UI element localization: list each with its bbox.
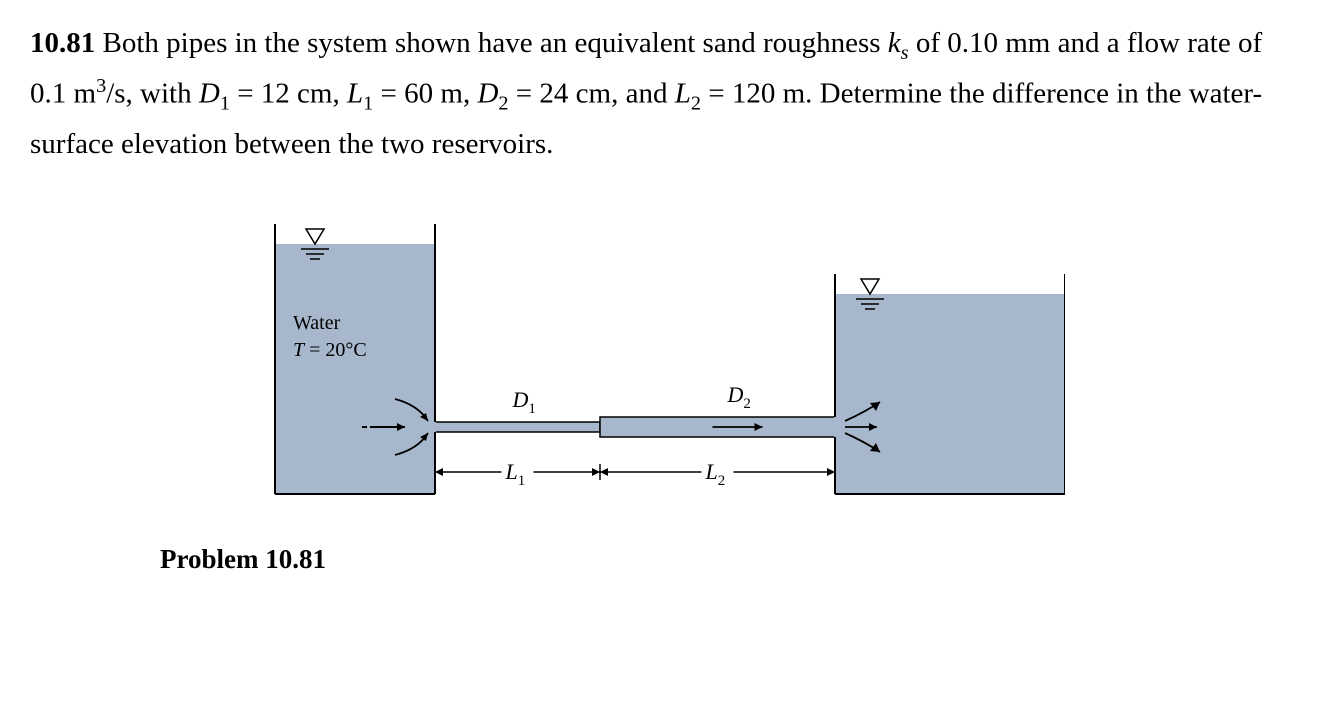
problem-statement: 10.81 Both pipes in the system shown hav… (30, 20, 1299, 169)
ks-sub: s (901, 42, 909, 64)
cubed: 3 (96, 75, 106, 97)
svg-text:T = 20°C: T = 20°C (293, 339, 367, 361)
d2-sub: 2 (498, 93, 508, 115)
d1-sub: 1 (220, 93, 230, 115)
svg-text:D1: D1 (511, 387, 535, 417)
diagram-container: WaterT = 20°CD1D2L1L2 (30, 209, 1299, 524)
d2-var: D (477, 78, 498, 110)
diagram: WaterT = 20°CD1D2L1L2 (265, 209, 1065, 524)
text-p5: = 60 m, (373, 78, 477, 110)
svg-text:Water: Water (293, 312, 341, 334)
text-p4: = 12 cm, (230, 78, 347, 110)
problem-number: 10.81 (30, 27, 95, 59)
diagram-svg: WaterT = 20°CD1D2L1L2 (265, 209, 1065, 519)
text-p1: Both pipes in the system shown have an e… (103, 27, 888, 59)
d1-var: D (199, 78, 220, 110)
l2-sub: 2 (691, 93, 701, 115)
text-p6: = 24 cm, and (509, 78, 675, 110)
ks-var: k (888, 27, 901, 59)
l1-sub: 1 (363, 93, 373, 115)
figure-caption: Problem 10.81 (160, 544, 1299, 575)
l1-var: L (347, 78, 363, 110)
svg-text:D2: D2 (726, 382, 750, 412)
text-p3: /s, with (106, 78, 199, 110)
l2-var: L (675, 78, 691, 110)
